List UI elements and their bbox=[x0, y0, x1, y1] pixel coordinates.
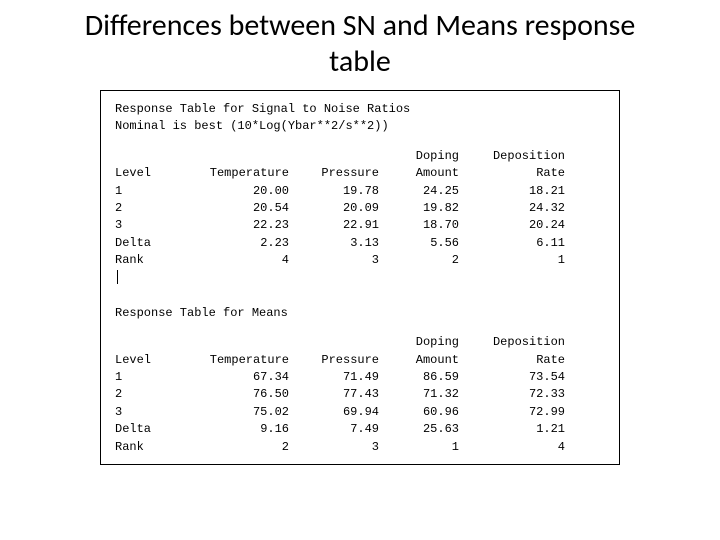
cell: 3 bbox=[289, 252, 379, 269]
cell: 86.59 bbox=[379, 369, 459, 386]
cell: 20.54 bbox=[183, 200, 289, 217]
cell: 2 bbox=[115, 200, 183, 217]
cell: 2.23 bbox=[183, 235, 289, 252]
sn-heading-1: Response Table for Signal to Noise Ratio… bbox=[115, 101, 605, 118]
col-blank bbox=[115, 148, 183, 165]
cell: 76.50 bbox=[183, 386, 289, 403]
cell: Rank bbox=[115, 439, 183, 456]
col-temperature: Temperature bbox=[183, 352, 289, 369]
col-temperature: Temperature bbox=[183, 165, 289, 182]
cell: 22.91 bbox=[289, 217, 379, 234]
text-cursor bbox=[115, 270, 605, 287]
col-deposition-top: Deposition bbox=[459, 148, 565, 165]
col-amount: Amount bbox=[379, 165, 459, 182]
cell: 3.13 bbox=[289, 235, 379, 252]
response-tables-box: Response Table for Signal to Noise Ratio… bbox=[100, 90, 620, 465]
cell: 18.21 bbox=[459, 183, 565, 200]
col-pressure: Pressure bbox=[289, 165, 379, 182]
cell: 24.32 bbox=[459, 200, 565, 217]
cell: Delta bbox=[115, 235, 183, 252]
means-column-header-top: Doping Deposition bbox=[115, 334, 605, 351]
cell: 72.99 bbox=[459, 404, 565, 421]
cell: 1 bbox=[379, 439, 459, 456]
col-blank bbox=[115, 334, 183, 351]
col-blank bbox=[289, 148, 379, 165]
cell: 18.70 bbox=[379, 217, 459, 234]
cell: 2 bbox=[115, 386, 183, 403]
table-row: 220.5420.0919.8224.32 bbox=[115, 200, 605, 217]
cell: 4 bbox=[183, 252, 289, 269]
col-doping-top: Doping bbox=[379, 334, 459, 351]
cell: 71.49 bbox=[289, 369, 379, 386]
cell: 24.25 bbox=[379, 183, 459, 200]
cell: 2 bbox=[379, 252, 459, 269]
sn-rows: 120.0019.7824.2518.21220.5420.0919.8224.… bbox=[115, 183, 605, 270]
sn-heading-2: Nominal is best (10*Log(Ybar**2/s**2)) bbox=[115, 118, 605, 135]
cell: 72.33 bbox=[459, 386, 565, 403]
cell: 73.54 bbox=[459, 369, 565, 386]
col-blank bbox=[183, 334, 289, 351]
table-row: 167.3471.4986.5973.54 bbox=[115, 369, 605, 386]
cell: Rank bbox=[115, 252, 183, 269]
table-row: Rank4321 bbox=[115, 252, 605, 269]
cell: 6.11 bbox=[459, 235, 565, 252]
col-rate: Rate bbox=[459, 352, 565, 369]
cell: 67.34 bbox=[183, 369, 289, 386]
means-heading-1: Response Table for Means bbox=[115, 305, 605, 322]
cell: 19.82 bbox=[379, 200, 459, 217]
slide: Differences between SN and Means respons… bbox=[0, 0, 720, 540]
col-rate: Rate bbox=[459, 165, 565, 182]
cell: 19.78 bbox=[289, 183, 379, 200]
means-rows: 167.3471.4986.5973.54276.5077.4371.3272.… bbox=[115, 369, 605, 456]
col-blank bbox=[289, 334, 379, 351]
cell: 75.02 bbox=[183, 404, 289, 421]
means-column-header-bottom: Level Temperature Pressure Amount Rate bbox=[115, 352, 605, 369]
cell: 71.32 bbox=[379, 386, 459, 403]
table-row: Rank2314 bbox=[115, 439, 605, 456]
cell: 1 bbox=[115, 183, 183, 200]
cell: 20.24 bbox=[459, 217, 565, 234]
table-row: Delta2.233.135.566.11 bbox=[115, 235, 605, 252]
cell: 2 bbox=[183, 439, 289, 456]
table-row: 276.5077.4371.3272.33 bbox=[115, 386, 605, 403]
cell: Delta bbox=[115, 421, 183, 438]
cell: 4 bbox=[459, 439, 565, 456]
cell: 3 bbox=[289, 439, 379, 456]
page-title: Differences between SN and Means respons… bbox=[60, 8, 660, 80]
cell: 20.09 bbox=[289, 200, 379, 217]
cell: 3 bbox=[115, 404, 183, 421]
cell: 69.94 bbox=[289, 404, 379, 421]
table-row: 120.0019.7824.2518.21 bbox=[115, 183, 605, 200]
cell: 22.23 bbox=[183, 217, 289, 234]
cell: 1 bbox=[459, 252, 565, 269]
col-level: Level bbox=[115, 352, 183, 369]
table-row: 322.2322.9118.7020.24 bbox=[115, 217, 605, 234]
sn-column-header-bottom: Level Temperature Pressure Amount Rate bbox=[115, 165, 605, 182]
cell: 1.21 bbox=[459, 421, 565, 438]
cell: 1 bbox=[115, 369, 183, 386]
cell: 25.63 bbox=[379, 421, 459, 438]
col-deposition-top: Deposition bbox=[459, 334, 565, 351]
cell: 20.00 bbox=[183, 183, 289, 200]
cell: 7.49 bbox=[289, 421, 379, 438]
cell: 5.56 bbox=[379, 235, 459, 252]
col-pressure: Pressure bbox=[289, 352, 379, 369]
table-row: Delta9.167.4925.631.21 bbox=[115, 421, 605, 438]
cell: 3 bbox=[115, 217, 183, 234]
table-row: 375.0269.9460.9672.99 bbox=[115, 404, 605, 421]
cell: 9.16 bbox=[183, 421, 289, 438]
col-level: Level bbox=[115, 165, 183, 182]
cell: 60.96 bbox=[379, 404, 459, 421]
col-doping-top: Doping bbox=[379, 148, 459, 165]
col-amount: Amount bbox=[379, 352, 459, 369]
col-blank bbox=[183, 148, 289, 165]
cell: 77.43 bbox=[289, 386, 379, 403]
sn-column-header-top: Doping Deposition bbox=[115, 148, 605, 165]
